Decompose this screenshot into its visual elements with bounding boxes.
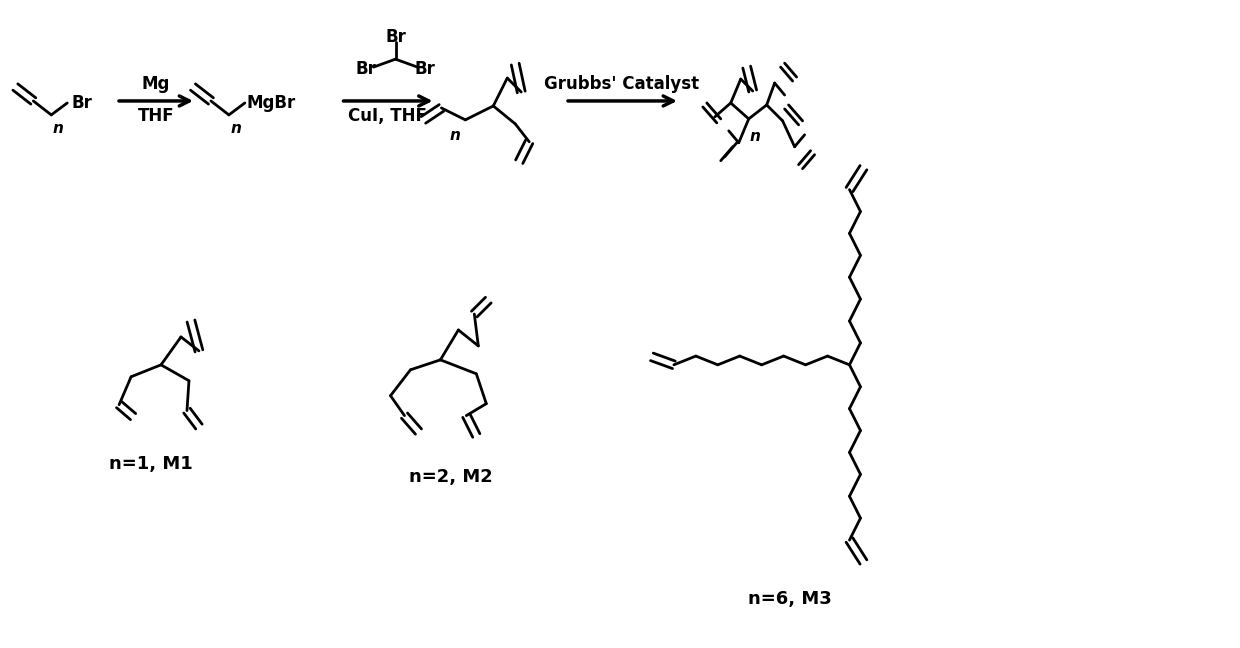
Text: n: n: [749, 130, 760, 145]
Text: Br: Br: [355, 60, 376, 78]
Text: MgBr: MgBr: [247, 94, 296, 112]
Text: n=1, M1: n=1, M1: [109, 456, 193, 474]
Text: n=2, M2: n=2, M2: [408, 469, 492, 487]
Text: n: n: [53, 121, 63, 136]
Text: n: n: [231, 121, 242, 136]
Text: Grubbs' Catalyst: Grubbs' Catalyst: [544, 75, 699, 93]
Text: Br: Br: [415, 60, 436, 78]
Text: Br: Br: [71, 94, 92, 112]
Text: CuI, THF: CuI, THF: [348, 107, 427, 125]
Text: n=6, M3: n=6, M3: [748, 590, 832, 608]
Text: THF: THF: [138, 107, 175, 125]
Text: Mg: Mg: [141, 75, 170, 93]
Text: n: n: [450, 128, 461, 143]
Text: Br: Br: [386, 29, 405, 46]
